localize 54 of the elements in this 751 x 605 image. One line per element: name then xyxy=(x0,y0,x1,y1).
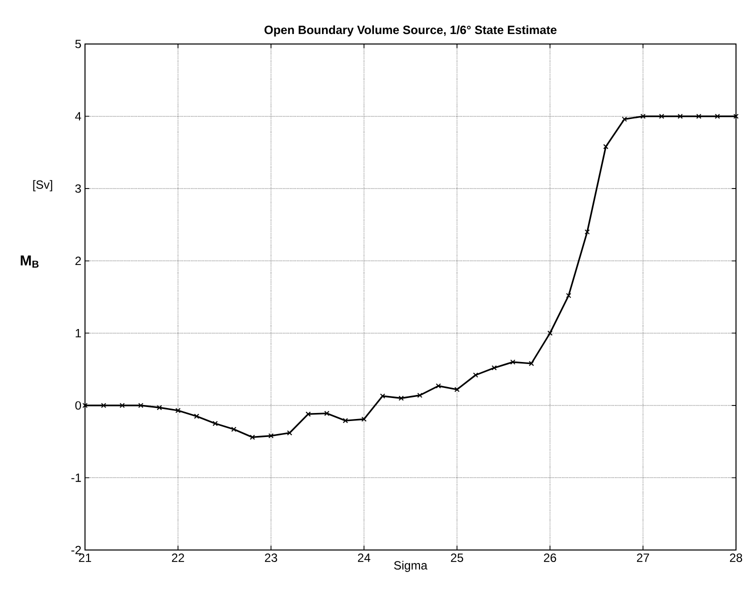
point xyxy=(472,372,478,378)
point xyxy=(510,359,516,365)
point xyxy=(658,114,664,119)
x-tick-label: 27 xyxy=(636,554,650,562)
point xyxy=(398,396,404,401)
x-axis-title: Sigma xyxy=(394,560,428,572)
y-tick-label: 1 xyxy=(76,329,81,338)
point xyxy=(603,144,608,150)
x-tick-label: 28 xyxy=(730,554,742,562)
point xyxy=(454,386,460,392)
point xyxy=(194,414,200,419)
point xyxy=(566,292,572,298)
x-tick-label: 21 xyxy=(78,554,92,562)
text: [Sv] xyxy=(33,180,52,192)
point xyxy=(120,402,125,408)
point xyxy=(342,418,348,424)
point xyxy=(622,116,628,122)
x-tick-label: 26 xyxy=(544,554,556,562)
x-tick-label: 24 xyxy=(358,554,370,562)
y-tick-label: 0 xyxy=(75,401,82,410)
point xyxy=(231,426,236,432)
point xyxy=(640,114,646,119)
point xyxy=(306,411,311,417)
x-tick-label: 25 xyxy=(450,554,464,562)
point xyxy=(138,402,144,408)
y-tick-label: 2 xyxy=(75,256,81,266)
y-tick-label: -1 xyxy=(71,474,81,482)
point xyxy=(156,404,162,410)
point xyxy=(268,433,274,438)
point xyxy=(528,360,534,366)
y-tick-label: 4 xyxy=(75,112,82,120)
point xyxy=(714,114,720,119)
point xyxy=(696,114,702,119)
point xyxy=(417,392,422,398)
point xyxy=(175,408,181,414)
x-tick-label: 22 xyxy=(172,554,184,562)
point xyxy=(286,430,292,436)
point xyxy=(100,402,106,408)
point xyxy=(324,410,330,416)
y-tick-label: -2 xyxy=(71,546,81,554)
chart-title: Open Boundary Volume Source, 1/6° State Estimate xyxy=(264,25,557,37)
point xyxy=(436,383,442,389)
x-tick-label: 23 xyxy=(264,554,278,562)
y-tick-label: 5 xyxy=(75,40,81,48)
point xyxy=(380,393,386,399)
y-axis-title: M$_{B}$ xyxy=(20,256,39,268)
point xyxy=(250,434,256,440)
point xyxy=(492,365,497,370)
point xyxy=(361,416,367,422)
y-tick-label: 3 xyxy=(75,184,81,193)
point xyxy=(212,420,218,426)
point xyxy=(547,330,553,336)
point xyxy=(678,114,683,119)
point xyxy=(584,229,590,235)
